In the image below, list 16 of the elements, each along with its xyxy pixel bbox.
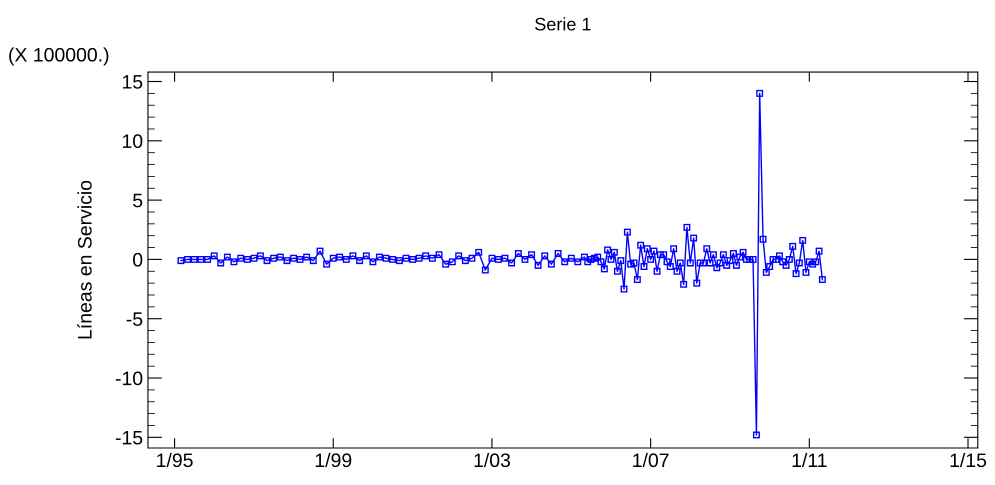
y-axis-title: Líneas en Servicio (77, 180, 92, 338)
x-tick-label: 1/15 (950, 452, 986, 468)
y-tick-label: 0 (133, 252, 142, 267)
x-tick-label: 1/07 (633, 452, 669, 468)
y-tick-label: 15 (122, 75, 142, 89)
text: (X 100000.) (9, 47, 108, 66)
chart-title: Serie 1 (535, 17, 591, 31)
x-tick-label: 1/99 (316, 452, 352, 468)
y-tick-label: 5 (133, 194, 142, 208)
y-tick-label: -10 (116, 371, 142, 386)
y-tick-label: -15 (116, 430, 142, 445)
y-tick-label: -5 (126, 312, 142, 326)
y-tick-label: 10 (122, 134, 142, 148)
x-tick-label: 1/11 (792, 452, 827, 468)
x-tick-label: 1/95 (157, 452, 193, 468)
x-tick-label: 1/03 (474, 452, 510, 468)
